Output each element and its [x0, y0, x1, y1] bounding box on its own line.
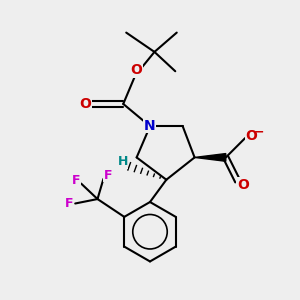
Text: F: F [65, 197, 74, 210]
Text: N: N [144, 118, 155, 133]
Text: F: F [72, 174, 80, 187]
Text: −: − [254, 125, 265, 138]
Text: O: O [130, 63, 142, 77]
Text: O: O [237, 178, 249, 192]
Polygon shape [195, 154, 226, 161]
Text: F: F [104, 169, 112, 182]
Text: H: H [118, 155, 128, 168]
Text: O: O [246, 129, 258, 143]
Text: O: O [80, 97, 92, 111]
